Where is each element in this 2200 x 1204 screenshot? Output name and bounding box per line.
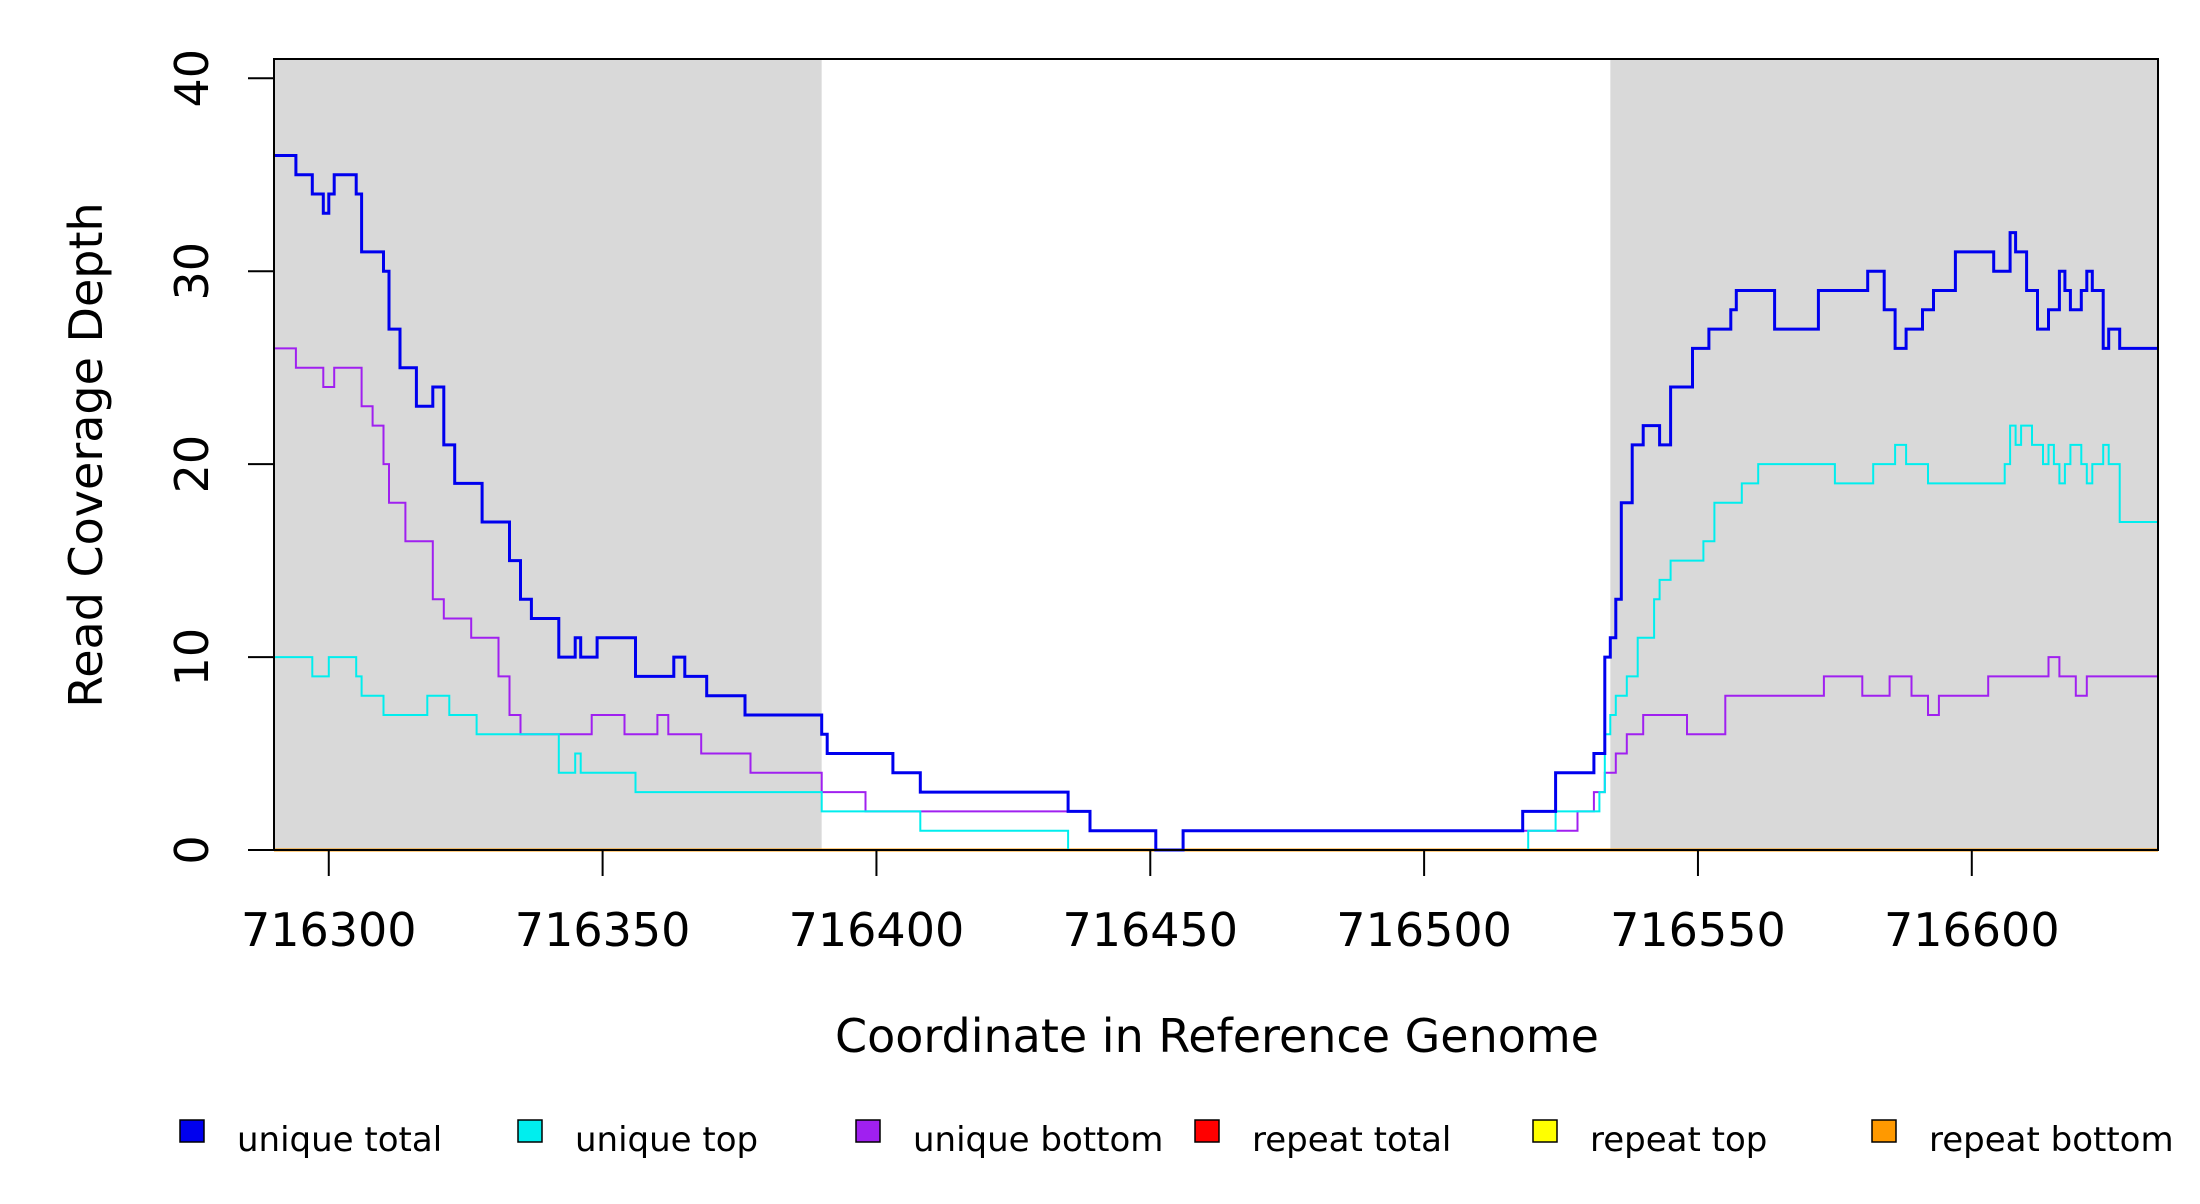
series-line-unique-total [274, 154, 2158, 852]
y-axis-title: Read Coverage Depth [59, 202, 113, 707]
x-tick-label-716350: 716350 [515, 903, 691, 957]
legend-swatch-unique-bottom [855, 1119, 881, 1143]
series-line-unique-top [274, 424, 2158, 851]
x-axis: 716300 716350 716400 716450 716500 716550 7166… [241, 849, 2060, 957]
x-axis-title: Coordinate in Reference Genome [835, 1009, 1599, 1063]
y-tick-label-0: 0 [165, 835, 219, 864]
legend-label-repeat-top: repeat top [1590, 1120, 1767, 1160]
x-tick-label-716400: 716400 [789, 903, 965, 957]
legend-label-unique-bottom: unique bottom [913, 1120, 1163, 1160]
y-tick-label-40: 40 [165, 49, 219, 108]
y-tick-label-20: 20 [165, 435, 219, 494]
x-tick-label-716500: 716500 [1336, 903, 1512, 957]
y-tick-label-30: 30 [165, 242, 219, 301]
legend-swatch-unique-total [179, 1119, 205, 1143]
legend-swatch-unique-top [517, 1119, 543, 1143]
x-tick-label-716550: 716550 [1610, 903, 1786, 957]
legend-label-unique-total: unique total [237, 1120, 442, 1160]
shaded-region-2 [1610, 59, 2158, 850]
legend-swatch-repeat-total [1194, 1119, 1220, 1143]
legend-swatch-repeat-top [1532, 1119, 1558, 1143]
x-tick-label-716450: 716450 [1062, 903, 1238, 957]
legend-label-repeat-bottom: repeat bottom [1929, 1120, 2174, 1160]
legend: unique total unique top unique bottom repea… [179, 1119, 2174, 1160]
x-tick-label-716300: 716300 [241, 903, 417, 957]
legend-swatch-repeat-bottom [1871, 1119, 1897, 1143]
x-tick-label-716600: 716600 [1884, 903, 2060, 957]
y-tick-label-10: 10 [165, 628, 219, 687]
shaded-region-1 [274, 59, 822, 850]
shaded-regions [274, 59, 2158, 850]
legend-label-repeat-total: repeat total [1252, 1120, 1451, 1160]
y-axis: 0 10 20 30 40 [165, 49, 275, 865]
legend-label-unique-top: unique top [575, 1120, 758, 1160]
